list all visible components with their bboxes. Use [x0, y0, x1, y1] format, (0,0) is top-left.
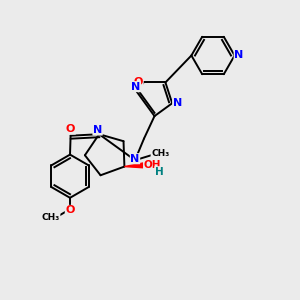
Text: O: O — [66, 124, 75, 134]
Text: O: O — [134, 77, 143, 88]
Text: CH₃: CH₃ — [151, 148, 169, 158]
Text: OH: OH — [144, 160, 161, 170]
Text: H: H — [155, 167, 164, 177]
Text: N: N — [131, 82, 140, 92]
Text: N: N — [93, 125, 102, 135]
Polygon shape — [124, 162, 148, 168]
Text: N: N — [234, 50, 243, 61]
Text: N: N — [130, 154, 140, 164]
Text: O: O — [65, 206, 75, 215]
Text: N: N — [173, 98, 182, 108]
Text: CH₃: CH₃ — [42, 213, 60, 222]
